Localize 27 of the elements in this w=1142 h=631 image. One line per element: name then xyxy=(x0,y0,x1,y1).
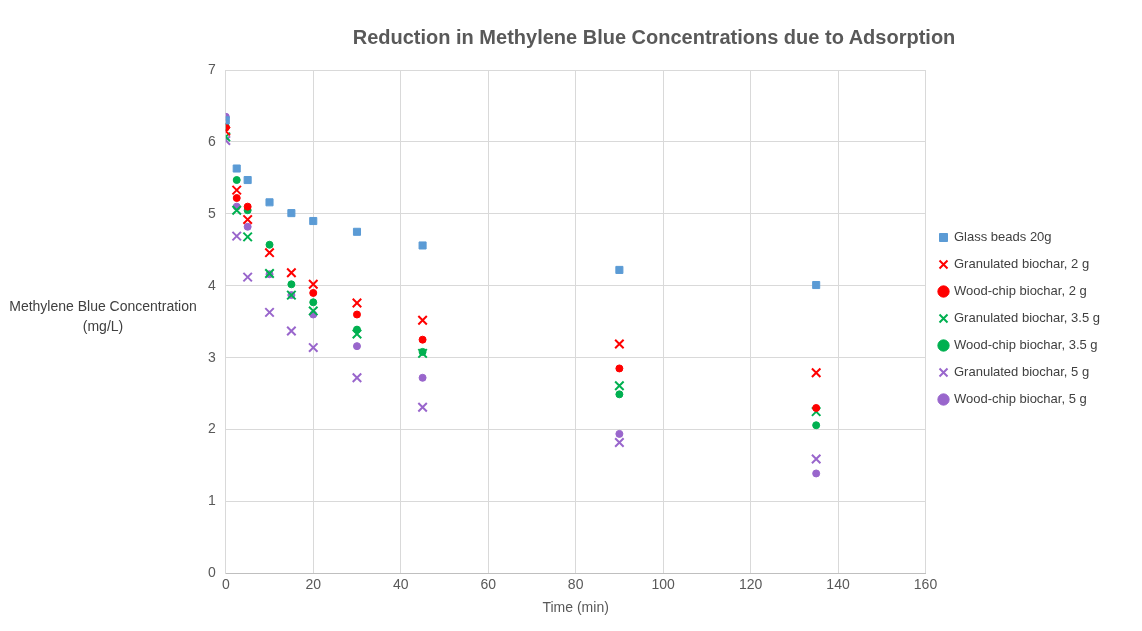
y-tick-label: 3 xyxy=(207,348,216,365)
x-tick-label: 60 xyxy=(480,575,497,592)
x-tick-label: 0 xyxy=(221,575,230,592)
x-tick-label: 160 xyxy=(913,575,938,592)
legend-label: Wood-chip biochar, 5 g xyxy=(954,390,1087,406)
legend-label: Granulated biochar, 3.5 g xyxy=(954,309,1101,325)
x-tick-label: 140 xyxy=(826,575,850,592)
y-tick-label: 1 xyxy=(207,491,216,508)
y-tick-label: 0 xyxy=(207,563,216,580)
y-tick-label: 7 xyxy=(207,60,216,77)
x-tick-label: 100 xyxy=(651,575,676,592)
x-tick-label: 80 xyxy=(567,575,584,592)
legend-label: Glass beads 20g xyxy=(954,228,1052,244)
y-tick-label: 6 xyxy=(207,132,216,149)
x-tick-label: 120 xyxy=(738,575,763,592)
y-tick-label: 4 xyxy=(207,276,216,293)
y-tick-label: 2 xyxy=(207,419,216,436)
legend-label: Granulated biochar, 5 g xyxy=(954,363,1090,379)
legend-label: Wood-chip biochar, 3.5 g xyxy=(954,336,1098,352)
x-tick-label: 20 xyxy=(305,575,322,592)
y-tick-label: 5 xyxy=(207,204,216,221)
legend-label: Granulated biochar, 2 g xyxy=(954,255,1090,271)
legend-label: Wood-chip biochar, 2 g xyxy=(954,282,1087,298)
y-axis-title: Methylene Blue Concentration (mg/L) xyxy=(8,296,198,336)
x-axis-title: Time (min) xyxy=(542,598,609,615)
x-tick-label: 40 xyxy=(392,575,409,592)
chart-title: Reduction in Methylene Blue Concentrations due to Adsorption xyxy=(352,25,956,48)
